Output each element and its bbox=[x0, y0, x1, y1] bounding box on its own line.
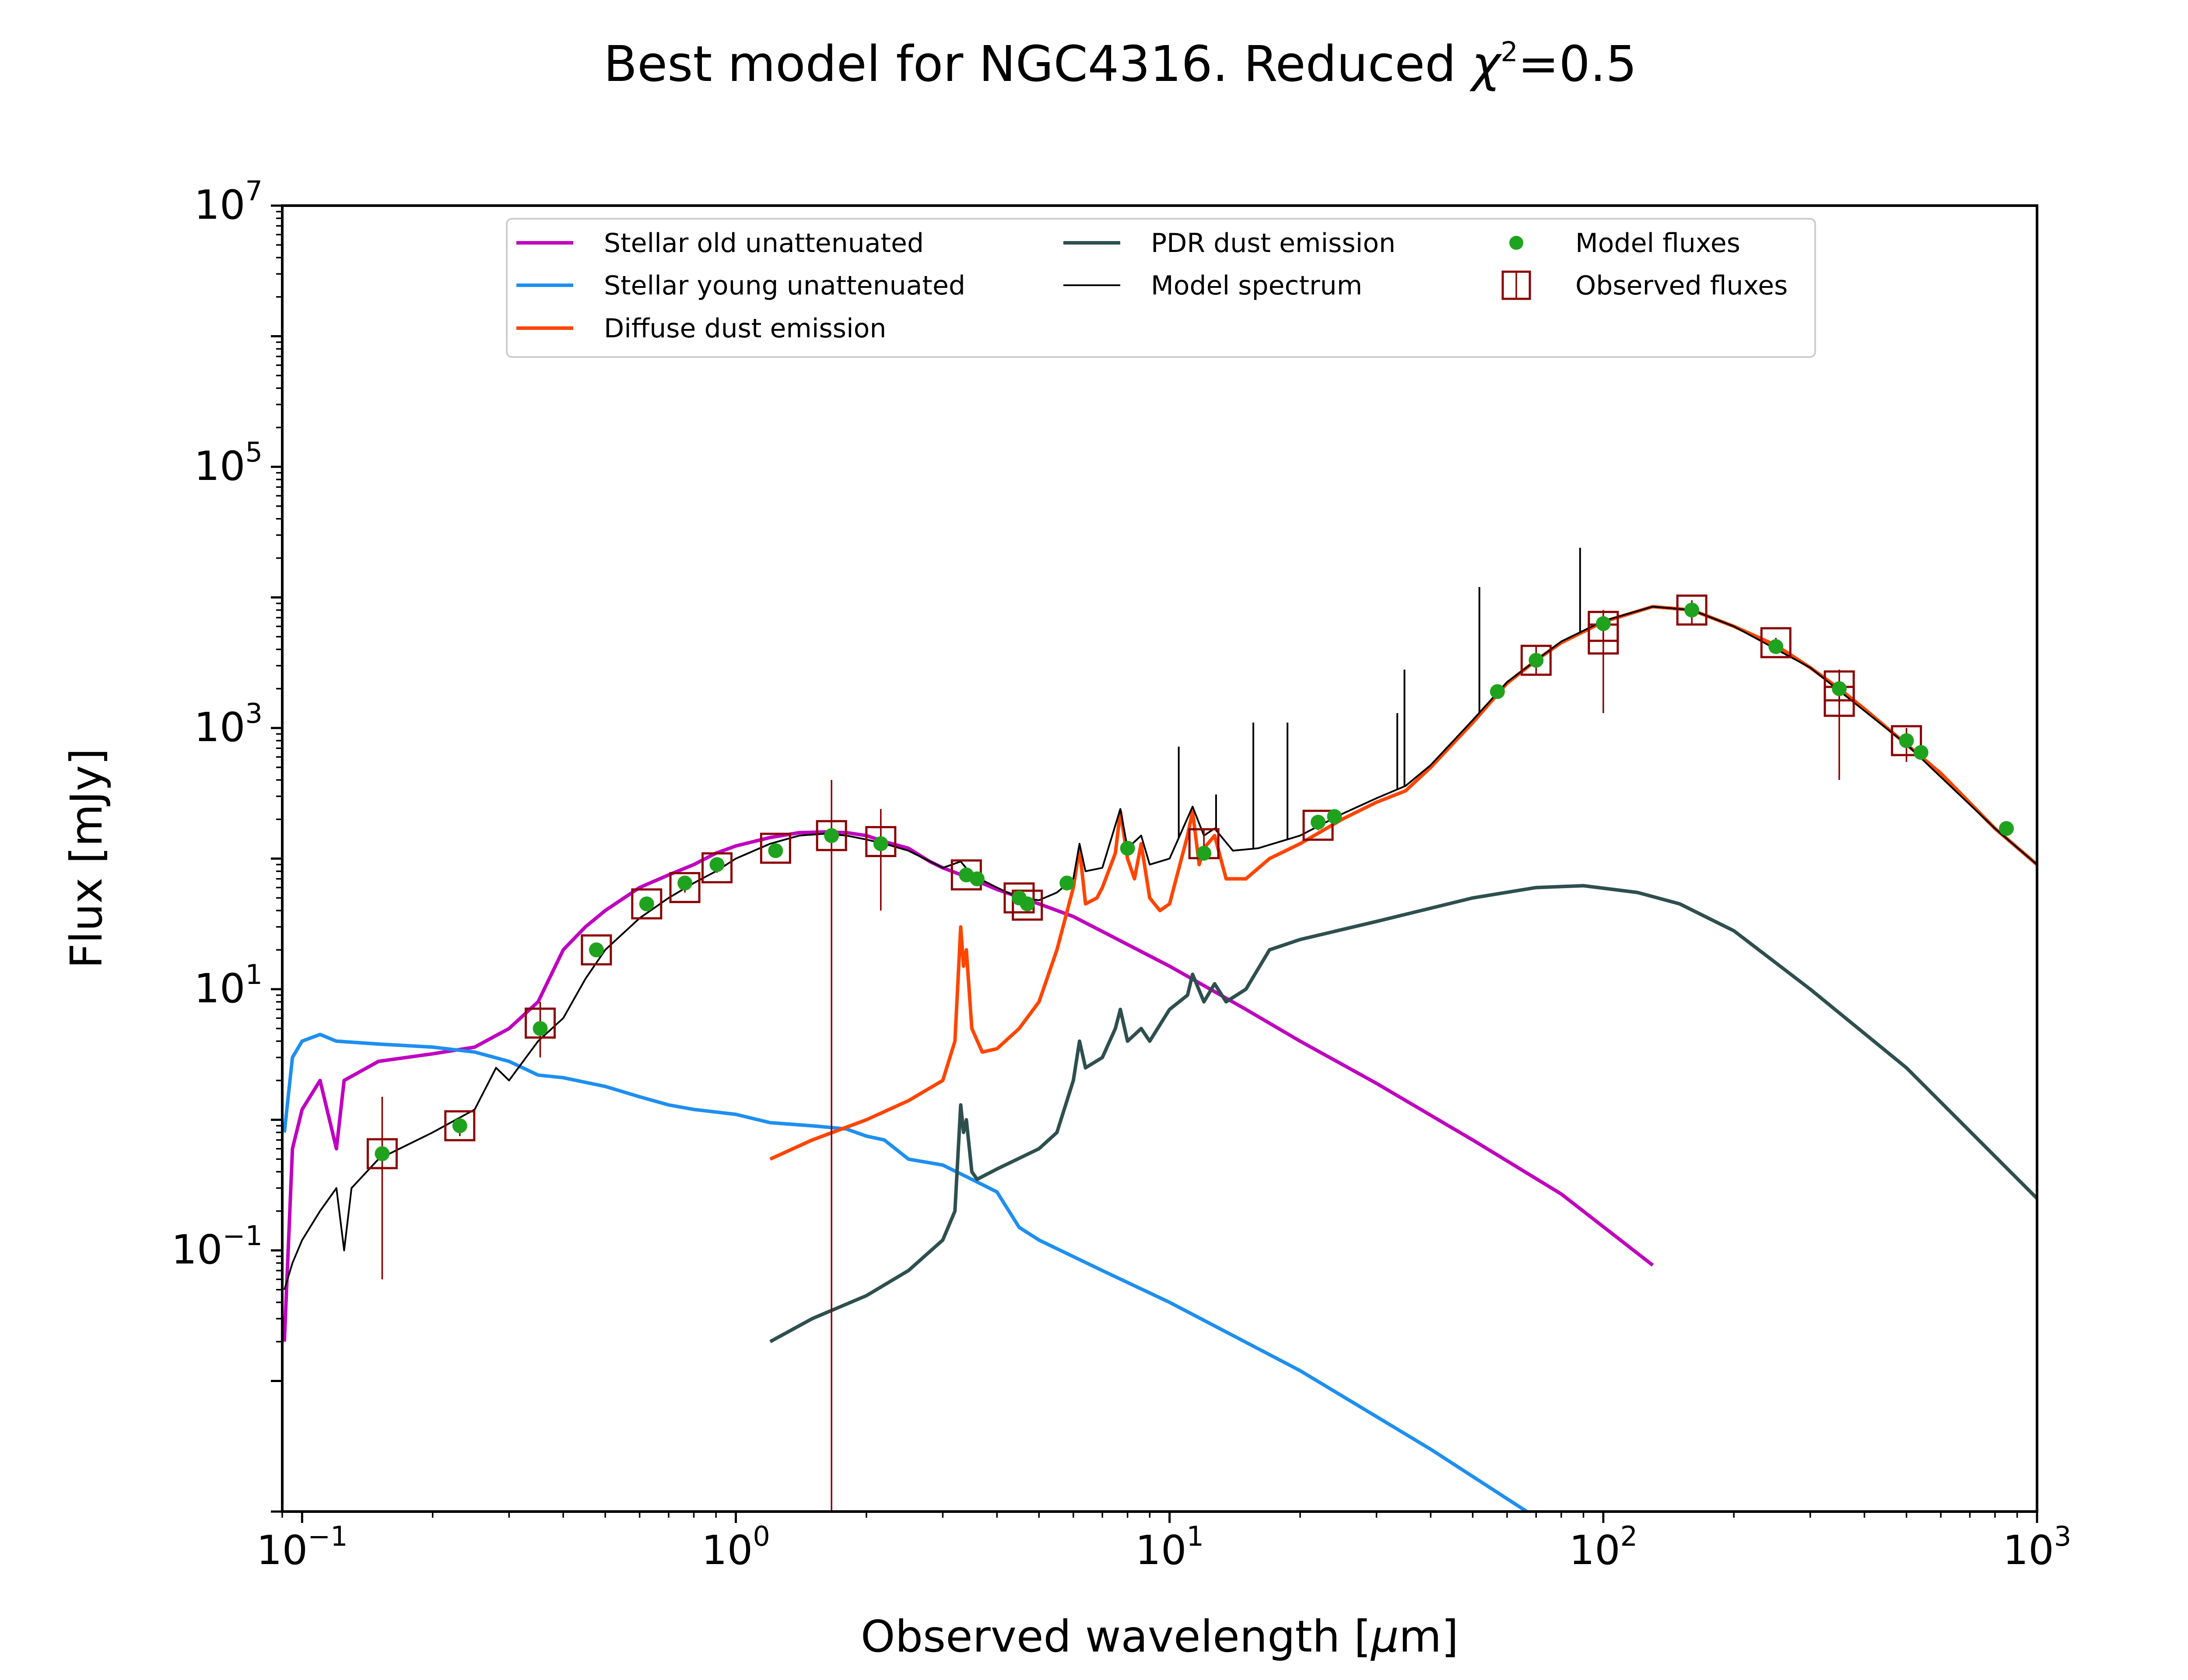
model-flux-point bbox=[1196, 846, 1212, 861]
observed-flux-marker bbox=[581, 934, 612, 966]
series-line-stellar-old-unattenuated bbox=[282, 830, 1654, 1342]
y-tick-label: 107 bbox=[194, 175, 263, 228]
model-flux-point bbox=[1059, 875, 1075, 891]
y-tick-label: 105 bbox=[194, 436, 263, 490]
legend-entry-pdr-dust-emission: PDR dust emission bbox=[1063, 228, 1396, 259]
observed-flux-marker bbox=[1676, 594, 1708, 626]
legend-label: Model spectrum bbox=[1151, 270, 1362, 301]
observed-flux-marker bbox=[1891, 725, 1922, 756]
x-tick-label: 100 bbox=[701, 1520, 770, 1574]
model-flux-point bbox=[1120, 840, 1135, 856]
model-flux-point bbox=[709, 857, 725, 872]
model-flux-point bbox=[768, 843, 783, 858]
observed-flux-marker bbox=[366, 1138, 398, 1169]
model-flux-point bbox=[969, 871, 985, 886]
observed-flux-marker bbox=[1520, 644, 1552, 676]
series-layer bbox=[282, 605, 2037, 1512]
model-flux-point bbox=[1913, 745, 1929, 760]
model-flux-point bbox=[1999, 821, 2014, 836]
model-flux-point bbox=[1311, 815, 1326, 830]
series-line-pdr-dust-emission bbox=[769, 884, 2037, 1344]
model-fluxes-layer bbox=[375, 602, 2014, 1162]
chart-title: Best model for NGC4316. Reduced χ2=0.5 bbox=[603, 36, 1637, 93]
y-axis-label: Flux [mJy] bbox=[61, 748, 112, 969]
y-tick-label: 103 bbox=[194, 697, 263, 751]
observed-flux-marker bbox=[669, 872, 701, 903]
model-flux-point bbox=[1768, 639, 1784, 654]
legend-entry-observed-fluxes: Observed fluxes bbox=[1501, 270, 1788, 301]
plot-area bbox=[282, 548, 2037, 1512]
emission-lines-layer bbox=[1178, 548, 1581, 849]
model-flux-point bbox=[533, 1021, 548, 1036]
model-flux-point bbox=[1327, 809, 1342, 824]
model-flux-point bbox=[589, 942, 604, 958]
observed-flux-marker bbox=[816, 820, 847, 851]
model-flux-point bbox=[677, 875, 693, 891]
observed-flux-marker bbox=[1012, 889, 1043, 921]
legend-entry-model-spectrum: Model spectrum bbox=[1063, 270, 1362, 301]
observed-flux-marker bbox=[631, 888, 663, 920]
legend-entry-model-fluxes: Model fluxes bbox=[1509, 228, 1740, 259]
legend-label: Stellar old unattenuated bbox=[604, 228, 924, 259]
model-flux-point bbox=[1490, 684, 1505, 699]
observed-flux-marker bbox=[444, 1110, 476, 1141]
observed-flux-marker bbox=[760, 833, 791, 864]
x-tick-label: 103 bbox=[2003, 1520, 2072, 1574]
y-tick-label: 101 bbox=[194, 959, 263, 1012]
legend-entry-stellar-young-unattenuated: Stellar young unattenuated bbox=[516, 270, 965, 301]
observed-flux-marker bbox=[865, 826, 897, 858]
observed-flux-marker bbox=[525, 1008, 556, 1039]
legend-label: Observed fluxes bbox=[1575, 270, 1788, 301]
legend-entry-diffuse-dust-emission: Diffuse dust emission bbox=[516, 313, 886, 344]
legend-swatch bbox=[1509, 236, 1523, 250]
model-flux-point bbox=[1595, 616, 1611, 631]
x-tick-label: 10−1 bbox=[256, 1520, 347, 1574]
model-flux-point bbox=[1684, 602, 1700, 618]
legend-box bbox=[506, 218, 1816, 358]
y-tick-label: 10−1 bbox=[172, 1220, 263, 1273]
legend-label: Diffuse dust emission bbox=[604, 313, 886, 344]
model-flux-point bbox=[1529, 653, 1544, 668]
series-line-stellar-young-unattenuated bbox=[282, 1032, 1530, 1512]
observed-fluxes-layer bbox=[366, 594, 1922, 1512]
model-flux-point bbox=[1899, 733, 1914, 748]
model-flux-point bbox=[452, 1118, 467, 1134]
model-flux-point bbox=[1832, 681, 1847, 696]
observed-flux-marker bbox=[1760, 627, 1792, 658]
model-flux-point bbox=[824, 828, 839, 843]
observed-flux-marker bbox=[701, 852, 733, 884]
legend: Stellar old unattenuated Stellar young un… bbox=[506, 218, 1816, 358]
legend-entry-stellar-old-unattenuated: Stellar old unattenuated bbox=[516, 228, 924, 259]
x-tick-label: 101 bbox=[1135, 1520, 1204, 1574]
x-axis: 10−1 100 101 102 103 bbox=[256, 1512, 2071, 1574]
x-axis-label: Observed wavelength [μm] bbox=[861, 1611, 1459, 1662]
legend-label: Model fluxes bbox=[1575, 228, 1740, 259]
model-flux-point bbox=[639, 896, 654, 912]
y-axis: 10−1 101 103 105 107 bbox=[172, 175, 282, 1513]
x-tick-label: 102 bbox=[1569, 1520, 1638, 1574]
observed-flux-marker bbox=[1003, 882, 1035, 914]
model-flux-point bbox=[873, 836, 888, 851]
observed-flux-marker bbox=[1302, 809, 1334, 841]
legend-label: Stellar young unattenuated bbox=[604, 270, 965, 301]
legend-label: PDR dust emission bbox=[1151, 228, 1396, 259]
model-flux-point bbox=[1020, 896, 1035, 912]
model-flux-point bbox=[375, 1146, 390, 1162]
